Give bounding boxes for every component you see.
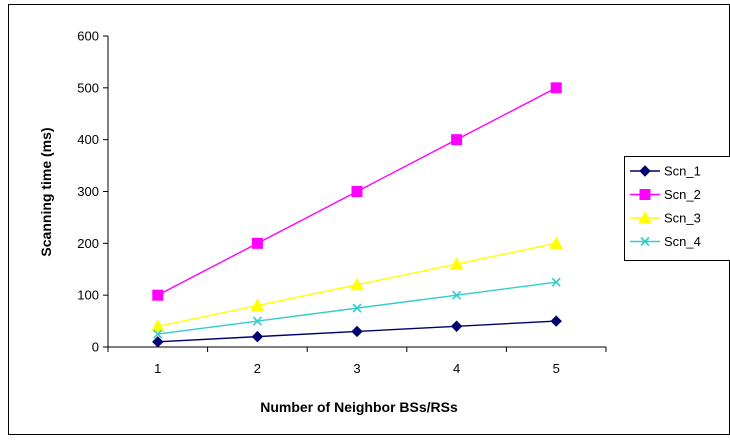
y-tick-label: 0 <box>92 340 99 355</box>
series-scn-2-point <box>452 135 462 145</box>
y-axis-title: Scanning time (ms) <box>38 127 54 256</box>
x-tick-label: 2 <box>254 361 261 376</box>
y-tick-label: 300 <box>77 184 99 199</box>
legend: Scn_1 Scn_2 Scn_3 Scn_4 <box>625 157 730 261</box>
series-scn-2-point <box>153 290 163 300</box>
x-tick-label: 5 <box>553 361 560 376</box>
x-tick-label: 4 <box>453 361 460 376</box>
y-tick-label: 600 <box>77 29 99 44</box>
y-tick-label: 500 <box>77 80 99 95</box>
x-tick-label: 3 <box>353 361 360 376</box>
legend-label: Scn_1 <box>664 164 701 179</box>
y-tick-label: 200 <box>77 236 99 251</box>
legend-label: Scn_2 <box>664 187 701 202</box>
chart-border <box>9 5 730 435</box>
y-tick-label: 400 <box>77 132 99 147</box>
x-axis-title: Number of Neighbor BSs/RSs <box>260 399 458 415</box>
legend-swatch-marker <box>640 190 650 200</box>
series-scn-2-point <box>252 238 262 248</box>
x-tick-label: 1 <box>154 361 161 376</box>
series-scn-2-point <box>551 83 561 93</box>
legend-label: Scn_4 <box>664 234 701 249</box>
legend-entry-scn-2: Scn_2 <box>630 187 701 202</box>
y-tick-label: 100 <box>77 288 99 303</box>
series-scn-2-point <box>352 187 362 197</box>
legend-label: Scn_3 <box>664 211 701 226</box>
